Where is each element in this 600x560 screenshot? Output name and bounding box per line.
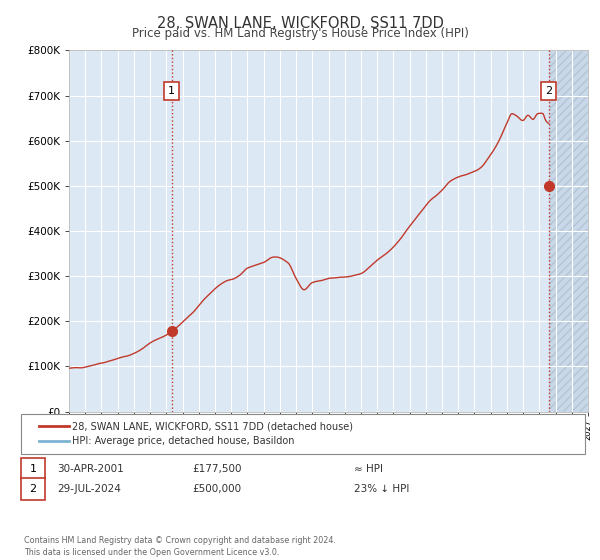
Text: 23% ↓ HPI: 23% ↓ HPI bbox=[354, 484, 409, 494]
Bar bbox=[549, 50, 588, 412]
Text: 1: 1 bbox=[168, 86, 175, 96]
Text: ≈ HPI: ≈ HPI bbox=[354, 464, 383, 474]
Text: HPI: Average price, detached house, Basildon: HPI: Average price, detached house, Basi… bbox=[72, 436, 295, 446]
Text: 29-JUL-2024: 29-JUL-2024 bbox=[57, 484, 121, 494]
Text: 28, SWAN LANE, WICKFORD, SS11 7DD (detached house): 28, SWAN LANE, WICKFORD, SS11 7DD (detac… bbox=[72, 421, 353, 431]
Text: 30-APR-2001: 30-APR-2001 bbox=[57, 464, 124, 474]
Text: 1: 1 bbox=[29, 464, 37, 474]
Text: Contains HM Land Registry data © Crown copyright and database right 2024.
This d: Contains HM Land Registry data © Crown c… bbox=[24, 536, 336, 557]
Text: £177,500: £177,500 bbox=[192, 464, 241, 474]
Text: £500,000: £500,000 bbox=[192, 484, 241, 494]
Text: Price paid vs. HM Land Registry's House Price Index (HPI): Price paid vs. HM Land Registry's House … bbox=[131, 27, 469, 40]
Text: 2: 2 bbox=[29, 484, 37, 494]
Bar bbox=[549, 50, 588, 412]
Text: 28, SWAN LANE, WICKFORD, SS11 7DD: 28, SWAN LANE, WICKFORD, SS11 7DD bbox=[157, 16, 443, 31]
Text: 2: 2 bbox=[545, 86, 553, 96]
